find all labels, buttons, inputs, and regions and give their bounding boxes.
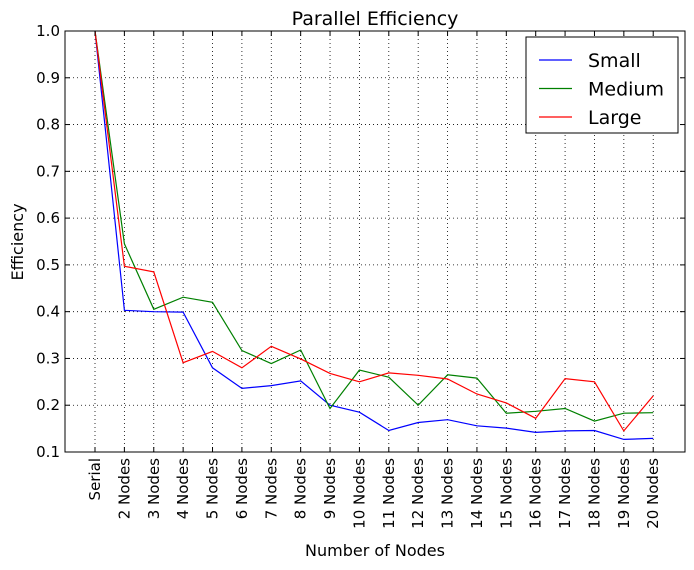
plot-frame <box>64 30 686 453</box>
x-tick-label: 3 Nodes <box>145 458 163 519</box>
x-tick-label: 9 Nodes <box>321 458 339 519</box>
y-tick-label: 0.1 <box>36 443 60 461</box>
y-tick-label: 0.5 <box>36 256 60 274</box>
x-tick-label: 11 Nodes <box>380 458 398 529</box>
x-tick-label: 19 Nodes <box>615 458 633 529</box>
y-tick-label: 0.8 <box>36 116 60 134</box>
legend-box <box>525 36 679 134</box>
y-tick-label: 0.4 <box>36 303 60 321</box>
x-axis-label: Number of Nodes <box>305 541 445 560</box>
series-lines <box>94 30 654 441</box>
y-tick-label: 1.0 <box>36 22 60 40</box>
x-tick-label: 7 Nodes <box>262 458 280 519</box>
x-tick-label: 15 Nodes <box>497 458 515 529</box>
y-axis-label: Efficiency <box>8 203 27 280</box>
legend-label-large: Large <box>588 107 641 129</box>
x-tick-label: 4 Nodes <box>174 458 192 519</box>
series-line-large <box>94 30 654 432</box>
legend-label-small: Small <box>588 50 641 72</box>
axis-ticks: 0.1 0.2 0.3 0.4 0.5 0.6 0.7 0.8 0.9 1.0 Serial 2 No… <box>36 22 685 529</box>
x-tick-label: 5 Nodes <box>204 458 222 519</box>
y-tick-label: 0.9 <box>36 69 60 87</box>
x-tick-label: 14 Nodes <box>468 458 486 529</box>
x-tick-label: 8 Nodes <box>292 458 310 519</box>
x-tick-label: 6 Nodes <box>233 458 251 519</box>
legend: Small Medium Large <box>525 36 679 134</box>
x-tick-label: Serial <box>86 458 104 500</box>
x-tick-label: 12 Nodes <box>409 458 427 529</box>
legend-label-medium: Medium <box>588 79 664 101</box>
series-line-small <box>94 30 654 441</box>
y-tick-label: 0.6 <box>36 209 60 227</box>
x-tick-label: 13 Nodes <box>439 458 457 529</box>
y-tick-label: 0.2 <box>36 396 60 414</box>
x-tick-label: 10 Nodes <box>350 458 368 529</box>
x-tick-label: 2 Nodes <box>115 458 133 519</box>
y-tick-label: 0.3 <box>36 349 60 367</box>
x-tick-label: 16 Nodes <box>527 458 545 529</box>
chart-title: Parallel Efficiency <box>292 8 459 30</box>
series-line-medium <box>94 30 654 422</box>
x-tick-label: 17 Nodes <box>556 458 574 529</box>
x-tick-label: 20 Nodes <box>644 458 662 529</box>
x-tick-label: 18 Nodes <box>585 458 603 529</box>
y-tick-label: 0.7 <box>36 162 60 180</box>
